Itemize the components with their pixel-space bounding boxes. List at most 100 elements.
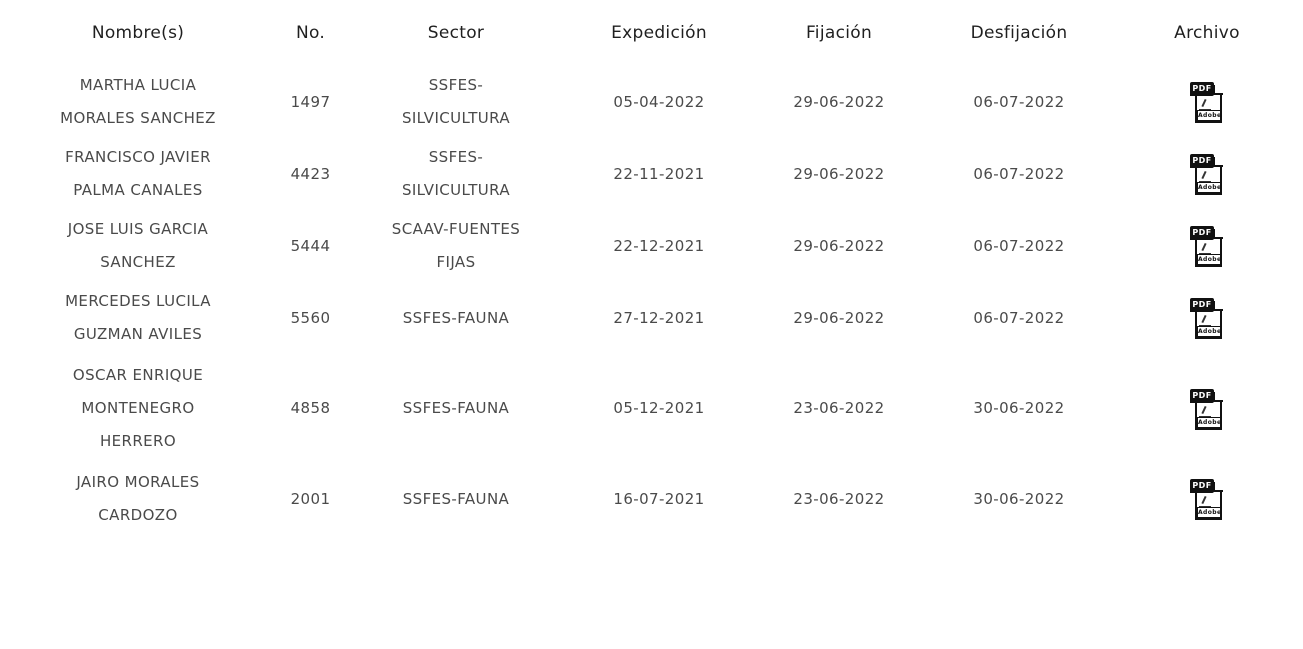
pdf-corner (1213, 157, 1223, 167)
cell-nombre: OSCAR ENRIQUE MONTENEGRO HERRERO (0, 354, 276, 463)
cell-archivo: PDF Adobe (1111, 463, 1303, 535)
header-archivo: Archivo (1174, 23, 1240, 43)
table-row: OSCAR ENRIQUE MONTENEGRO HERRERO 4858 SSFES-… (0, 354, 1303, 463)
cell-nombre-line: JOSE LUIS GARCIA (67, 220, 209, 238)
cell-desfijacion: 06-07-2022 (973, 236, 1065, 255)
cell-no: 5444 (290, 236, 331, 255)
table-row: MARTHA LUCIA MORALES SANCHEZ 1497 SSFES- SIL… (0, 66, 1303, 138)
acrobat-logo-icon (1199, 171, 1211, 182)
acrobat-logo-icon (1199, 406, 1211, 417)
pdf-icon[interactable]: PDF Adobe (1190, 154, 1224, 196)
cell-desfijacion: 06-07-2022 (973, 92, 1065, 111)
cell-archivo: PDF Adobe (1111, 354, 1303, 463)
cell-sector-line: SSFES-FAUNA (402, 489, 510, 508)
cell-desfijacion: 06-07-2022 (973, 164, 1065, 183)
cell-sector: SSFES-FAUNA (345, 463, 567, 535)
cell-fijacion: 29-06-2022 (793, 236, 885, 255)
header-fijacion: Fijación (805, 23, 873, 43)
cell-sector-line: SILVICULTURA (401, 181, 511, 199)
cell-sector-line: SSFES- (428, 148, 484, 166)
cell-nombre-line: MARTHA LUCIA (79, 76, 197, 94)
cell-archivo: PDF Adobe (1111, 138, 1303, 210)
pdf-badge: PDF (1190, 226, 1214, 240)
cell-fijacion: 23-06-2022 (793, 489, 885, 508)
cell-nombre-line: GUZMAN AVILES (73, 325, 203, 343)
cell-expedicion: 05-04-2022 (613, 92, 705, 111)
cell-desfijacion: 30-06-2022 (973, 489, 1065, 508)
cell-nombre: MERCEDES LUCILA GUZMAN AVILES (0, 282, 276, 354)
cell-nombre: FRANCISCO JAVIER PALMA CANALES (0, 138, 276, 210)
header-sector: Sector (427, 23, 485, 43)
cell-nombre-line: PALMA CANALES (73, 181, 203, 199)
cell-no: 5560 (290, 308, 331, 327)
pdf-icon[interactable]: PDF Adobe (1190, 388, 1224, 431)
adobe-label: Adobe (1197, 416, 1222, 428)
cell-sector: SSFES-FAUNA (345, 282, 567, 354)
cell-nombre-line: MONTENEGRO (81, 399, 195, 417)
table-row: JOSE LUIS GARCIA SANCHEZ 5444 SCAAV-FUENTES… (0, 210, 1303, 282)
adobe-label: Adobe (1197, 254, 1222, 265)
cell-nombre-line: FRANCISCO JAVIER (65, 148, 211, 166)
pdf-icon[interactable]: PDF Adobe (1190, 82, 1224, 124)
cell-archivo: PDF Adobe (1111, 66, 1303, 138)
cell-sector: SCAAV-FUENTES FIJAS (345, 210, 567, 282)
cell-expedicion: 05-12-2021 (613, 399, 705, 417)
cell-no: 2001 (290, 489, 331, 508)
pdf-badge: PDF (1190, 388, 1214, 403)
cell-nombre-line: MORALES SANCHEZ (60, 109, 216, 127)
cell-nombre: JAIRO MORALES CARDOZO (0, 463, 276, 535)
acrobat-logo-icon (1199, 243, 1211, 254)
adobe-label: Adobe (1197, 182, 1222, 193)
cell-sector-line: SSFES-FAUNA (402, 399, 510, 417)
cell-nombre-line: OSCAR ENRIQUE (72, 366, 204, 384)
cell-sector-line: SCAAV-FUENTES (391, 220, 521, 238)
table-row: MERCEDES LUCILA GUZMAN AVILES 5560 SSFES-FA… (0, 282, 1303, 354)
cell-sector: SSFES-FAUNA (345, 354, 567, 463)
cell-archivo: PDF Adobe (1111, 210, 1303, 282)
cell-expedicion: 22-11-2021 (613, 164, 705, 183)
acrobat-logo-icon (1199, 99, 1211, 110)
cell-fijacion: 29-06-2022 (793, 92, 885, 111)
cell-sector-line: SSFES- (428, 76, 484, 94)
pdf-badge: PDF (1190, 479, 1214, 493)
cell-expedicion: 22-12-2021 (613, 236, 705, 255)
cell-archivo: PDF Adobe (1111, 282, 1303, 354)
cell-expedicion: 16-07-2021 (613, 489, 705, 508)
cell-sector: SSFES- SILVICULTURA (345, 138, 567, 210)
table-row: FRANCISCO JAVIER PALMA CANALES 4423 SSFES- S… (0, 138, 1303, 210)
adobe-label: Adobe (1197, 507, 1222, 518)
cell-fijacion: 23-06-2022 (793, 399, 885, 417)
pdf-icon[interactable]: PDF Adobe (1190, 226, 1224, 268)
cell-no: 4423 (290, 164, 331, 183)
cell-nombre-line: MERCEDES LUCILA (65, 292, 211, 310)
pdf-corner (1213, 301, 1223, 311)
cell-nombre-line: HERRERO (99, 432, 177, 450)
cell-sector: SSFES- SILVICULTURA (345, 66, 567, 138)
cell-no: 1497 (290, 92, 331, 111)
pdf-corner (1213, 482, 1223, 492)
acrobat-logo-icon (1199, 496, 1211, 507)
cell-nombre: MARTHA LUCIA MORALES SANCHEZ (0, 66, 276, 138)
adobe-label: Adobe (1197, 326, 1222, 337)
pdf-icon[interactable]: PDF Adobe (1190, 479, 1224, 521)
cell-sector-line: SILVICULTURA (401, 109, 511, 127)
acrobat-logo-icon (1199, 315, 1211, 326)
resolutions-table: Nombre(s) No. Sector Expedición Fijación… (0, 0, 1303, 535)
pdf-icon[interactable]: PDF Adobe (1190, 298, 1224, 340)
header-desfijacion: Desfijación (970, 23, 1068, 43)
header-no: No. (295, 23, 326, 43)
cell-fijacion: 29-06-2022 (793, 164, 885, 183)
pdf-badge: PDF (1190, 82, 1214, 96)
cell-sector-line: SSFES-FAUNA (402, 308, 510, 327)
adobe-label: Adobe (1197, 110, 1222, 121)
cell-no: 4858 (290, 399, 331, 417)
header-nombre: Nombre(s) (91, 23, 185, 43)
table-row: JAIRO MORALES CARDOZO 2001 SSFES-FAUNA 16-07… (0, 463, 1303, 535)
cell-desfijacion: 30-06-2022 (973, 399, 1065, 417)
header-row: Nombre(s) No. Sector Expedición Fijación… (0, 0, 1303, 66)
pdf-corner (1213, 85, 1223, 95)
cell-desfijacion: 06-07-2022 (973, 308, 1065, 327)
pdf-badge: PDF (1190, 298, 1214, 312)
cell-nombre-line: CARDOZO (98, 506, 178, 524)
cell-nombre-line: JAIRO MORALES (76, 473, 200, 491)
